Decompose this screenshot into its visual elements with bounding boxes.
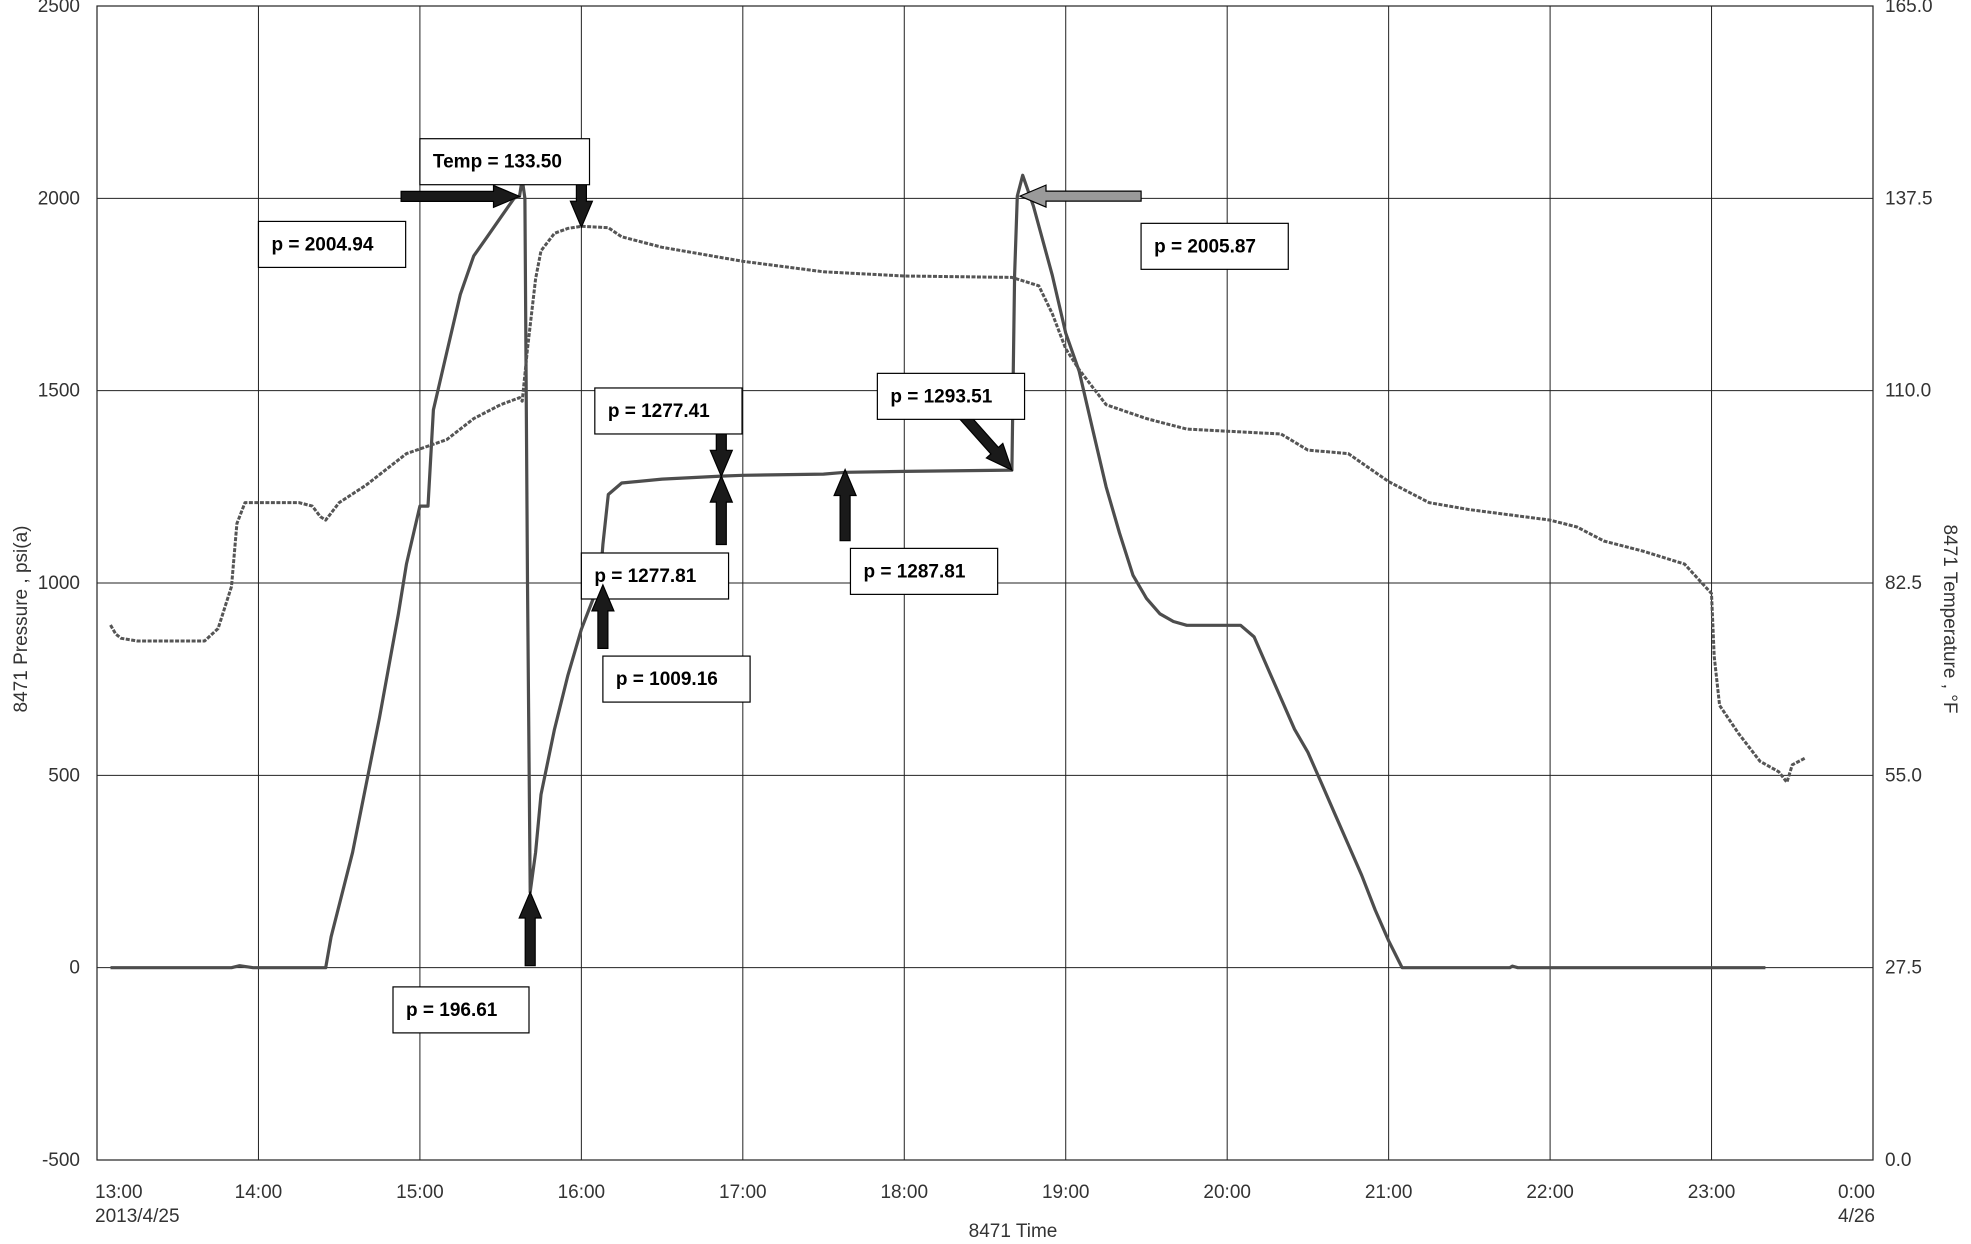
annotation-box (602, 655, 751, 703)
annotation-label: p = 2005.87 (1154, 236, 1256, 257)
y-right-tick-label: 82.5 (1885, 573, 1922, 594)
annotation-label: p = 1009.16 (616, 669, 718, 690)
annotation-box (419, 138, 591, 186)
annotation-callout: Temp = 133.50 (419, 138, 594, 229)
y-axis-right-title: 8471 Temperature , °F (1939, 525, 1960, 714)
annotation-box (849, 547, 999, 595)
annotation-label: p = 1277.81 (594, 566, 696, 587)
annotation-label: p = 2004.94 (271, 234, 373, 255)
annotation-arrow (1018, 184, 1142, 209)
y-left-tick-label: 500 (48, 765, 80, 786)
y-right-tick-label: 55.0 (1885, 765, 1922, 786)
x-tick-label: 15:00 (396, 1182, 444, 1203)
y-axis-left-title: 8471 Pressure , psi(a) (11, 526, 32, 713)
x-tick-label: 23:00 (1688, 1182, 1736, 1203)
x-tick-sublabel: 4/26 (1838, 1206, 1875, 1227)
annotation-callout: p = 1293.51 (876, 372, 1026, 472)
x-tick-label: 17:00 (719, 1182, 767, 1203)
y-right-tick-label: 0.0 (1885, 1150, 1911, 1171)
x-tick-label: 14:00 (235, 1182, 283, 1203)
annotation-arrow (518, 890, 543, 967)
y-left-tick-label: 1000 (38, 573, 80, 594)
annotation-box (876, 372, 1026, 420)
annotation-box (392, 986, 530, 1034)
annotation-box (257, 220, 407, 269)
pressure-series-line (110, 173, 1766, 970)
annotation-arrow (709, 474, 734, 546)
y-right-tick-label: 27.5 (1885, 958, 1922, 979)
x-axis-title: 8471 Time (969, 1221, 1058, 1242)
annotation-label: Temp = 133.50 (433, 152, 562, 173)
annotation-callout: p = 1287.81 (833, 467, 999, 595)
x-tick-label: 0:00 (1838, 1182, 1875, 1203)
y-right-tick-label: 137.5 (1885, 188, 1933, 209)
annotation-arrow (590, 583, 615, 650)
x-tick-label: 21:00 (1365, 1182, 1413, 1203)
x-tick-sublabel: 2013/4/25 (95, 1206, 180, 1227)
annotation-box (594, 387, 743, 435)
y-left-tick-label: 1500 (38, 381, 80, 402)
x-tick-label: 13:00 (95, 1182, 143, 1203)
y-left-tick-label: 0 (69, 958, 80, 979)
y-left-tick-label: 2000 (38, 188, 80, 209)
y-right-tick-label: 165.0 (1885, 0, 1933, 17)
temperature-series-line (109, 224, 1807, 784)
x-tick-label: 20:00 (1203, 1182, 1251, 1203)
annotation-arrow (833, 467, 858, 542)
annotation-callout: p = 1277.41 (594, 387, 743, 478)
annotation-callout: p = 196.61 (392, 890, 543, 1034)
annotation-label: p = 1277.41 (608, 401, 710, 422)
series-layer (109, 173, 1807, 970)
annotation-label: p = 1287.81 (863, 561, 965, 582)
tick-layer: -500 0.0 0 27.5 500 55.0 1000 82.5 1500 110.0 2000… (38, 0, 1933, 1227)
annotation-callout: p = 1009.16 (590, 583, 751, 703)
annotation-label: p = 196.61 (406, 1000, 498, 1021)
annotation-callout: p = 2004.94 (257, 184, 522, 269)
annotation-callout: p = 2005.87 (1018, 184, 1289, 270)
y-left-tick-label: -500 (42, 1150, 80, 1171)
x-tick-label: 22:00 (1526, 1182, 1574, 1203)
annotation-layer: Temp = 133.50 p = 2004.94 p = 196.61 p = 12… (257, 138, 1289, 1034)
annotation-label: p = 1293.51 (890, 386, 992, 407)
annotation-arrow (400, 184, 522, 209)
x-tick-label: 16:00 (558, 1182, 606, 1203)
y-right-tick-label: 110.0 (1885, 381, 1931, 402)
x-tick-label: 19:00 (1042, 1182, 1090, 1203)
y-left-tick-label: 2500 (38, 0, 80, 17)
annotation-box (1140, 222, 1289, 270)
x-tick-label: 18:00 (880, 1182, 928, 1203)
